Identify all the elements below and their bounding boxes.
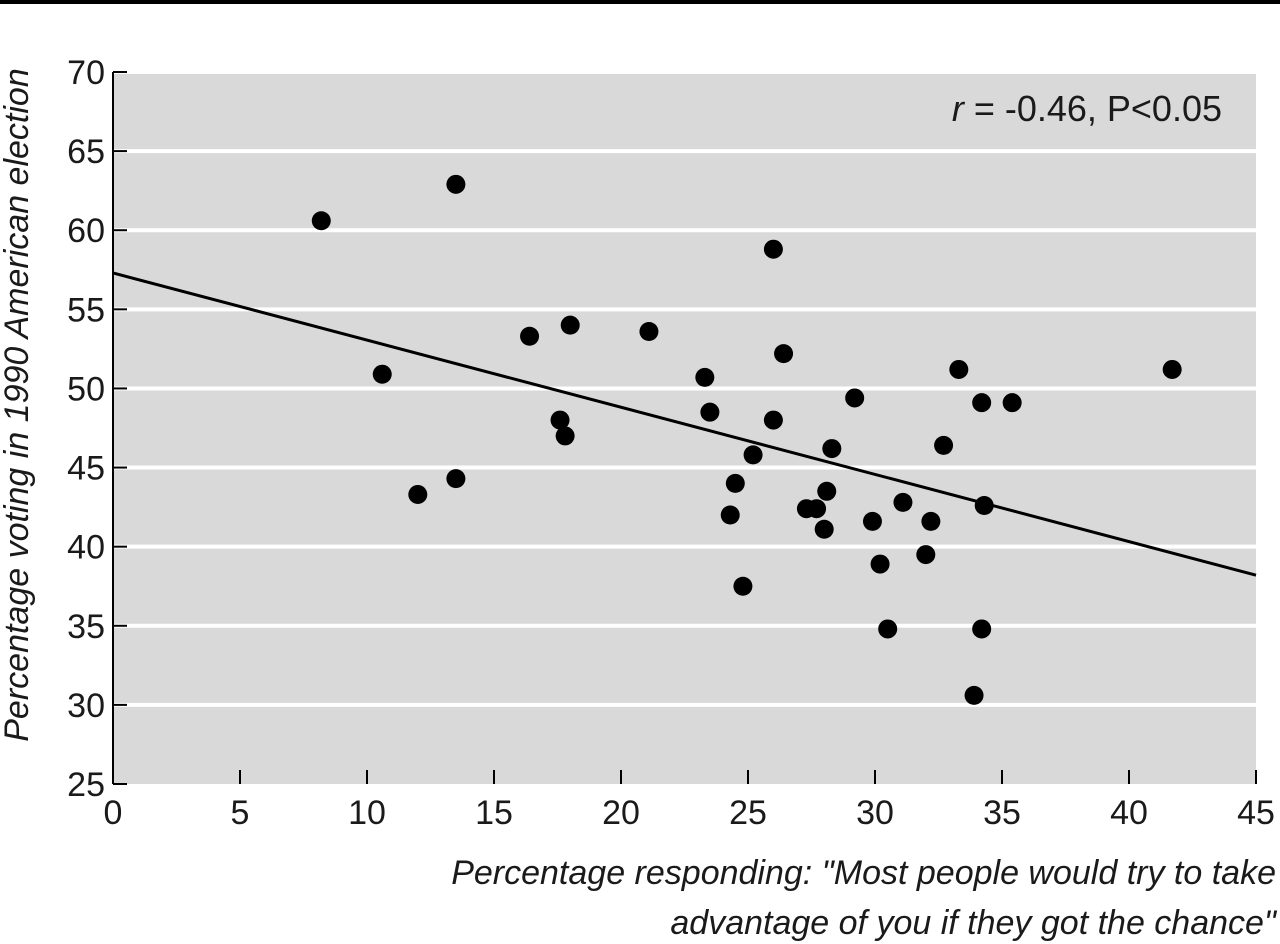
data-point [845,388,865,408]
x-tick-label: 35 [983,794,1021,832]
data-point [763,239,783,259]
data-point [446,174,466,194]
x-tick-label: 10 [348,794,386,832]
y-tick-label: 25 [67,766,105,804]
data-point [733,576,753,596]
data-point [893,492,913,512]
correlation-r-symbol: r [952,88,966,129]
correlation-annotation: r = -0.46, P<0.05 [952,88,1222,129]
data-point [964,685,984,705]
data-point [870,554,890,574]
y-tick-label: 40 [67,529,105,567]
plot-area [113,72,1256,784]
y-tick-label: 30 [67,687,105,725]
x-tick-label: 40 [1110,794,1148,832]
x-tick-label: 45 [1237,794,1275,832]
data-point [934,435,954,455]
gridlines [112,70,1256,784]
data-point [972,619,992,639]
x-tick-label: 25 [729,794,767,832]
x-axis-title-line2: advantage of you if they got the chance" [670,904,1278,942]
y-tick-label: 50 [67,370,105,408]
data-point [311,211,331,231]
data-point [921,511,941,531]
x-tick-label: 5 [231,794,250,832]
data-point [1162,359,1182,379]
data-point [916,545,936,565]
y-tick-label: 45 [67,450,105,488]
y-tick-label: 65 [67,133,105,171]
data-point [774,344,794,364]
data-point [878,619,898,639]
data-point [408,484,428,504]
data-point [743,445,763,465]
data-point [1002,393,1022,413]
x-tick-label: 30 [856,794,894,832]
data-point [763,410,783,430]
data-point [862,511,882,531]
data-point [700,402,720,422]
y-tick-label: 35 [67,608,105,646]
data-point [550,410,570,430]
data-point [807,499,827,519]
x-axis-title-line1: Percentage responding: "Most people woul… [451,854,1276,892]
data-point [639,321,659,341]
data-point [822,439,842,459]
x-tick-label: 15 [475,794,513,832]
y-tick-label: 70 [67,54,105,92]
data-point [695,367,715,387]
data-point [974,496,994,516]
data-point [555,426,575,446]
data-point [817,481,837,501]
x-axis-ticks: 0 5 10 15 20 25 30 35 40 45 [104,770,1275,832]
data-point [372,364,392,384]
correlation-text: = -0.46, P<0.05 [964,88,1222,129]
data-point [972,393,992,413]
data-point [720,505,740,525]
y-tick-label: 55 [67,291,105,329]
data-point [560,315,580,335]
data-point [520,326,540,346]
x-tick-label: 20 [602,794,640,832]
y-axis-ticks: 25 30 35 40 45 50 55 60 65 70 [67,54,127,804]
data-point [814,519,834,539]
x-tick-label: 0 [104,794,123,832]
data-point [446,469,466,489]
y-axis-title: Percentage voting in 1990 American elect… [0,68,36,742]
data-point [949,359,969,379]
data-point [725,473,745,493]
data-points [311,174,1182,705]
y-tick-label: 60 [67,212,105,250]
regression-line [112,271,1257,577]
